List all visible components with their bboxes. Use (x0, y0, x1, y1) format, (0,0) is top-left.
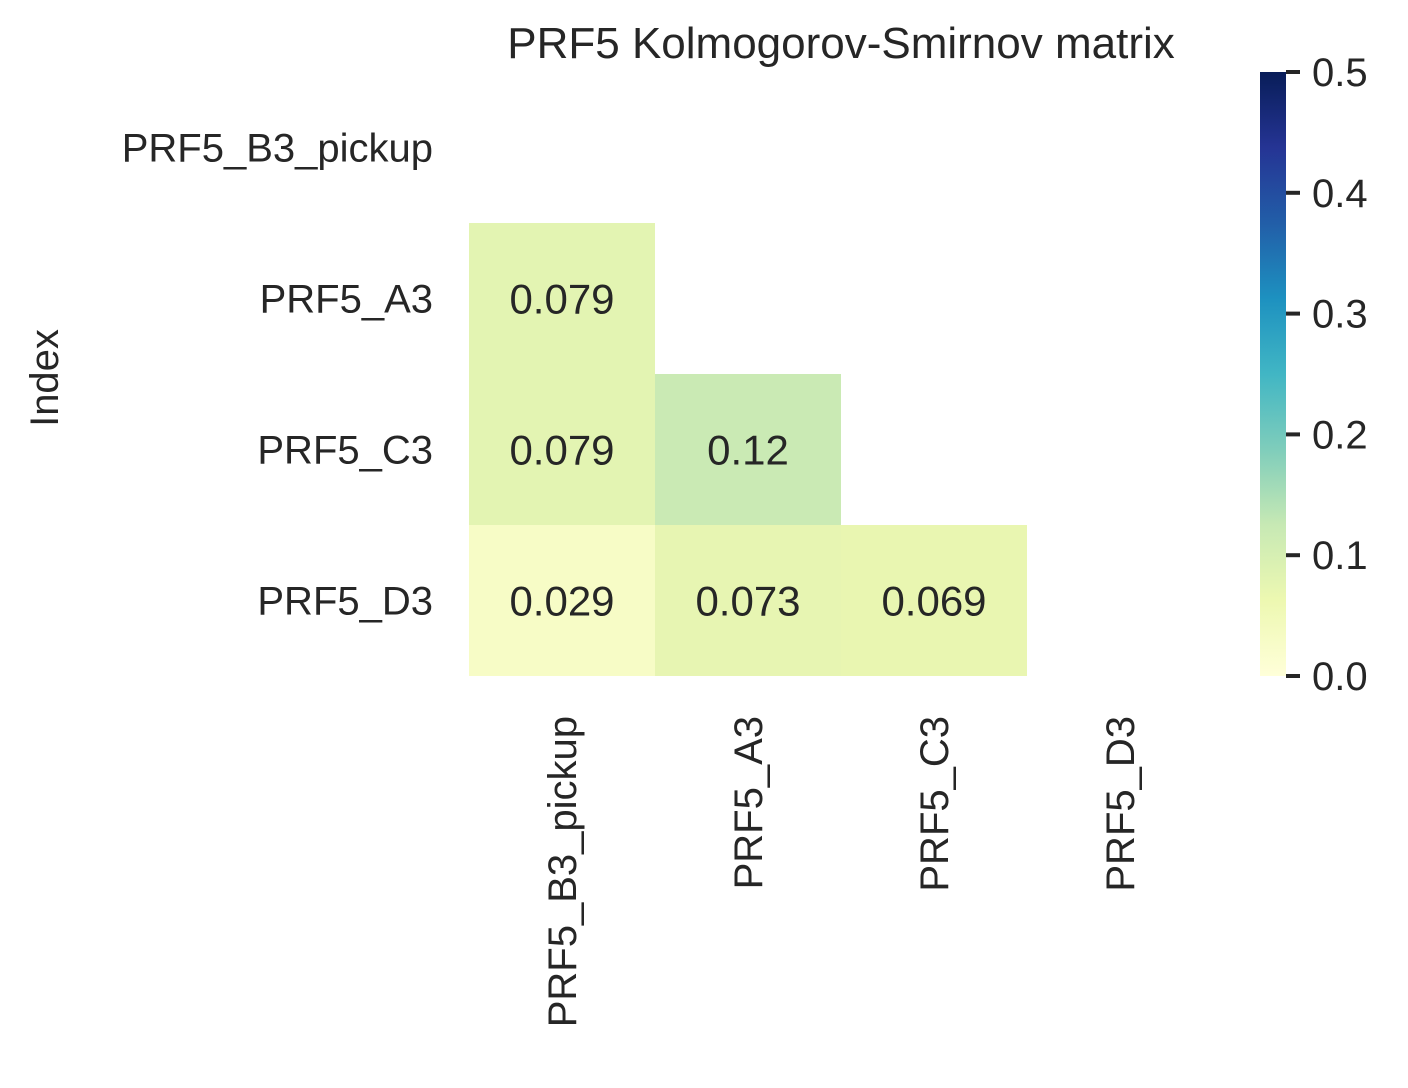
cell-value-label: 0.069 (881, 578, 986, 625)
row-tick-labels: PRF5_B3_pickup PRF5_A3 PRF5_C3 PRF5_D3 (122, 127, 433, 624)
column-tick-label: PRF5_A3 (727, 716, 771, 889)
cell-value-label: 0.079 (509, 427, 614, 474)
column-tick-label: PRF5_D3 (1099, 716, 1143, 892)
heatmap-cell (469, 374, 655, 525)
colorbar-tick-label: 0.5 (1312, 51, 1368, 95)
heatmap-cells: 0.079 0.079 0.12 0.029 0.073 0.069 (469, 223, 1027, 676)
heatmap-cell (655, 525, 841, 676)
cell-value-label: 0.079 (509, 276, 614, 323)
colorbar-tick-label: 0.1 (1312, 534, 1368, 578)
cell-value-label: 0.029 (509, 578, 614, 625)
column-tick-label: PRF5_C3 (913, 716, 957, 892)
colorbar-tick-label: 0.4 (1312, 172, 1368, 216)
row-tick-label: PRF5_C3 (257, 429, 433, 473)
heatmap-cell (655, 374, 841, 525)
colorbar-tick-label: 0.2 (1312, 413, 1368, 457)
colorbar-tick-label: 0.0 (1312, 655, 1368, 699)
colorbar-gradient (1260, 72, 1286, 676)
column-tick-label: PRF5_B3_pickup (541, 716, 585, 1027)
row-tick-label: PRF5_A3 (260, 278, 433, 322)
column-tick-labels: PRF5_B3_pickup PRF5_A3 PRF5_C3 PRF5_D3 (541, 716, 1143, 1027)
heatmap-cell (469, 525, 655, 676)
row-tick-label: PRF5_D3 (257, 580, 433, 624)
colorbar: 0.0 0.1 0.2 0.3 0.4 0.5 (1260, 51, 1368, 699)
chart-title: PRF5 Kolmogorov-Smirnov matrix (507, 19, 1175, 68)
heatmap-cell (469, 223, 655, 374)
y-axis-label: Index (23, 329, 67, 427)
cell-value-label: 0.073 (695, 578, 800, 625)
row-tick-label: PRF5_B3_pickup (122, 127, 433, 171)
heatmap-cell (841, 525, 1027, 676)
colorbar-tick-label: 0.3 (1312, 293, 1368, 337)
cell-value-label: 0.12 (707, 427, 789, 474)
